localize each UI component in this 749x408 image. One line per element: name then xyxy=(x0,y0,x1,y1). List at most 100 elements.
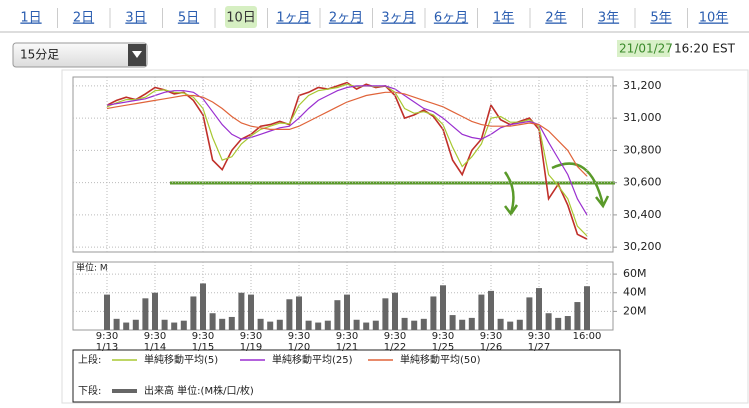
legend-label: 出来高 単位:(M株/口/枚) xyxy=(144,384,254,397)
volume-bar xyxy=(372,320,379,330)
volume-bar xyxy=(488,290,494,330)
x-tick-date: 1/14 xyxy=(144,342,166,353)
volume-bar xyxy=(104,294,110,330)
volume-bar xyxy=(574,302,581,330)
volume-bar xyxy=(113,318,120,330)
dropdown-arrow xyxy=(132,51,142,58)
x-tick-date: 1/13 xyxy=(96,342,118,353)
moving-average-line xyxy=(106,83,588,237)
volume-bar xyxy=(238,292,245,330)
y-tick-label: 60M xyxy=(623,267,647,280)
tab[interactable]: 1日 xyxy=(20,11,41,26)
y-tick-label: 40M xyxy=(623,286,647,299)
volume-bar xyxy=(257,318,264,330)
volume-bar xyxy=(286,299,293,330)
drawn-arrow xyxy=(551,162,610,209)
volume-bar xyxy=(440,285,446,330)
volume-bar xyxy=(411,320,418,330)
volume-bar xyxy=(536,288,542,330)
drawn-arrow xyxy=(503,171,519,217)
volume-bar xyxy=(152,292,158,330)
date-bg xyxy=(617,40,670,57)
legend-label: 単純移動平均(25) xyxy=(272,353,353,366)
volume-bar xyxy=(545,313,552,330)
tab[interactable]: 3ヶ月 xyxy=(381,11,415,26)
volume-bar xyxy=(459,319,466,330)
y-tick-label: 30,400 xyxy=(623,208,662,221)
volume-bar xyxy=(555,317,562,330)
y-tick-label: 30,200 xyxy=(623,240,662,253)
volume-bar xyxy=(142,298,149,330)
tab[interactable]: 6ヶ月 xyxy=(434,11,468,26)
volume-bar xyxy=(430,296,437,330)
tab-selected-bg xyxy=(225,6,257,28)
volume-panel xyxy=(72,261,614,331)
x-tick-label: 9:30 xyxy=(192,331,214,342)
y-tick-label: 30,800 xyxy=(623,143,662,156)
y-tick-label: 30,600 xyxy=(623,176,662,189)
x-tick-label: 9:30 xyxy=(480,331,502,342)
dropdown-box[interactable] xyxy=(12,42,148,68)
x-tick-date: 1/19 xyxy=(240,342,262,353)
y-tick-label: 31,200 xyxy=(623,79,662,92)
tab[interactable]: 10年 xyxy=(699,11,729,26)
volume-bar xyxy=(564,316,571,330)
y-tick-label: 31,000 xyxy=(623,111,662,124)
tab[interactable]: 3日 xyxy=(125,11,146,26)
volume-bar xyxy=(123,322,130,330)
volume-bar xyxy=(324,320,331,330)
interval-dropdown[interactable]: 15分足 xyxy=(12,42,148,68)
volume-bar xyxy=(180,320,187,330)
volume-bar xyxy=(209,313,216,330)
y-tick-label: 20M xyxy=(623,304,647,317)
volume-bar xyxy=(248,294,254,330)
volume-bar xyxy=(161,319,168,330)
price-panel xyxy=(72,76,614,253)
x-tick-label: 9:30 xyxy=(288,331,310,342)
tab[interactable]: 10日 xyxy=(226,11,256,26)
volume-bar xyxy=(420,318,427,330)
tab[interactable]: 2ヶ月 xyxy=(329,11,363,26)
volume-bar xyxy=(344,294,350,330)
x-tick-label: 16:00 xyxy=(573,331,602,342)
x-tick-date: 1/25 xyxy=(432,342,454,353)
x-tick-label: 9:30 xyxy=(240,331,262,342)
volume-bar xyxy=(219,318,226,330)
tab[interactable]: 3年 xyxy=(598,11,619,26)
x-tick-label: 9:30 xyxy=(144,331,166,342)
tab[interactable]: 5日 xyxy=(178,11,199,26)
volume-bar xyxy=(315,322,322,330)
volume-bar xyxy=(478,294,485,330)
volume-bar xyxy=(468,317,475,330)
x-tick-date: 1/27 xyxy=(528,342,550,353)
timestamp-time: 16:20 EST xyxy=(674,42,736,56)
x-tick-label: 9:30 xyxy=(528,331,550,342)
x-tick-label: 9:30 xyxy=(96,331,118,342)
tab[interactable]: 5年 xyxy=(650,11,671,26)
volume-bar xyxy=(353,319,360,330)
tab[interactable]: 2日 xyxy=(73,11,94,26)
volume-bar xyxy=(401,317,408,330)
tab[interactable]: 1ヶ月 xyxy=(276,11,310,26)
tab[interactable]: 2年 xyxy=(545,11,566,26)
volume-bar xyxy=(276,319,283,330)
x-tick-label: 9:30 xyxy=(432,331,454,342)
x-tick-date: 1/21 xyxy=(336,342,358,353)
x-tick-label: 9:30 xyxy=(336,331,358,342)
x-tick-date: 1/22 xyxy=(384,342,406,353)
volume-bar xyxy=(132,319,139,330)
volume-bar xyxy=(305,320,312,330)
legend-label: 単純移動平均(50) xyxy=(400,353,481,366)
volume-bar xyxy=(334,300,341,330)
volume-bar xyxy=(190,296,197,330)
x-tick-date: 1/20 xyxy=(288,342,310,353)
legend-box xyxy=(72,349,621,403)
unit-label: 単位: M xyxy=(76,262,108,274)
volume-bar xyxy=(296,296,302,330)
legend-top-label: 上段: xyxy=(78,353,101,366)
tab[interactable]: 1年 xyxy=(493,11,514,26)
timestamp-date: 21/01/27 xyxy=(619,42,673,56)
volume-bar xyxy=(267,321,274,330)
volume-bar xyxy=(200,283,206,330)
